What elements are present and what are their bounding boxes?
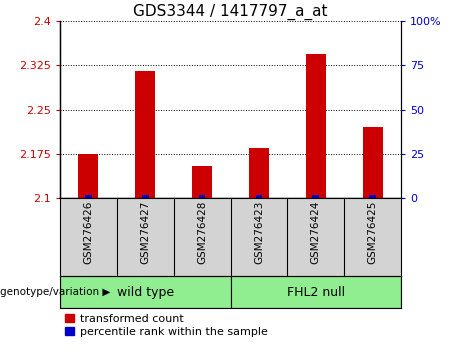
Bar (199, 195, 206, 198)
Bar (369, 195, 376, 198)
Text: wild type: wild type (117, 286, 174, 298)
Bar (85, 195, 92, 198)
Bar (313, 195, 319, 198)
FancyBboxPatch shape (230, 276, 401, 308)
Text: GSM276427: GSM276427 (140, 201, 150, 264)
Text: FHL2 null: FHL2 null (287, 286, 345, 298)
Text: GSM276426: GSM276426 (83, 201, 94, 264)
Text: GSM276428: GSM276428 (197, 201, 207, 264)
Bar (142, 195, 148, 198)
Bar (192, 166, 212, 198)
Text: genotype/variation ▶: genotype/variation ▶ (0, 287, 110, 297)
Legend: transformed count, percentile rank within the sample: transformed count, percentile rank withi… (65, 314, 268, 337)
Bar (363, 127, 383, 198)
Bar (255, 195, 262, 198)
Text: GSM276425: GSM276425 (367, 201, 378, 264)
Text: GSM276424: GSM276424 (311, 201, 321, 264)
Bar (306, 54, 326, 198)
Bar (78, 154, 98, 198)
Text: GSM276423: GSM276423 (254, 201, 264, 264)
Bar (249, 148, 269, 198)
Title: GDS3344 / 1417797_a_at: GDS3344 / 1417797_a_at (133, 4, 328, 20)
Bar (135, 72, 155, 198)
FancyBboxPatch shape (60, 276, 230, 308)
